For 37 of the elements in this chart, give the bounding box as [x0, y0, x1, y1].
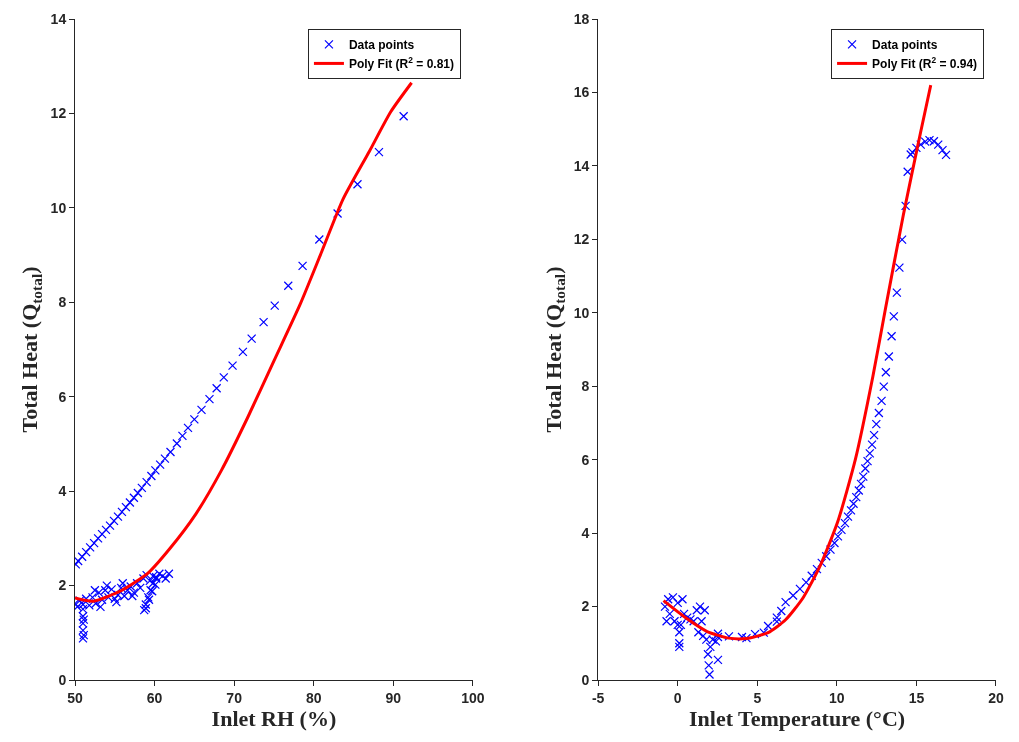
- y-tick-label: 2: [58, 577, 67, 594]
- x-tick-label: 100: [461, 689, 485, 706]
- y-tick-label: 10: [50, 199, 67, 216]
- y-tick-label: 8: [581, 378, 590, 395]
- x-tick-label: 60: [146, 689, 163, 706]
- x-tick-label: 5: [753, 689, 762, 706]
- y-tick-label: 4: [581, 525, 590, 542]
- x-tick-label: 15: [908, 689, 925, 706]
- y-tick-label: 12: [50, 105, 67, 122]
- x-tick-label: 70: [226, 689, 243, 706]
- x-tick-label: -5: [591, 689, 605, 706]
- x-tick-label: 10: [829, 689, 845, 706]
- y-tick-label: 8: [58, 294, 67, 311]
- x-tick-label: 0: [673, 689, 682, 706]
- y-tick-label: 12: [573, 231, 590, 248]
- x-tick-label: 20: [988, 689, 1004, 706]
- legend-label: Poly Fit (R$^{2}$ = 0.94): [872, 55, 978, 72]
- x-tick-label: 80: [305, 689, 322, 706]
- y-tick-label: 14: [50, 10, 67, 27]
- y-tick-label: 6: [581, 451, 590, 468]
- y-tick-label: 0: [581, 671, 590, 688]
- line-series: [662, 83, 933, 641]
- y-tick-label: 18: [573, 10, 590, 27]
- x-tick-label: 50: [67, 689, 83, 706]
- y-tick-label: 6: [58, 388, 67, 405]
- x-axis-title: Inlet RH (%): [211, 705, 337, 731]
- x-axis-title: Inlet Temperature (°C): [688, 705, 906, 731]
- y-tick-label: 16: [573, 84, 590, 101]
- x-tick-label: 90: [385, 689, 402, 706]
- legend-label: Data points: [348, 38, 415, 53]
- y-tick-label: 14: [573, 157, 590, 174]
- legend-label: Data points: [872, 38, 938, 53]
- y-tick-label: 10: [573, 304, 590, 321]
- y-tick-label: 0: [58, 671, 67, 688]
- y-tick-label: 2: [581, 598, 590, 615]
- y-tick-label: 4: [58, 483, 67, 500]
- legend-label: Poly Fit (R$^{2}$ = 0.81): [348, 55, 454, 72]
